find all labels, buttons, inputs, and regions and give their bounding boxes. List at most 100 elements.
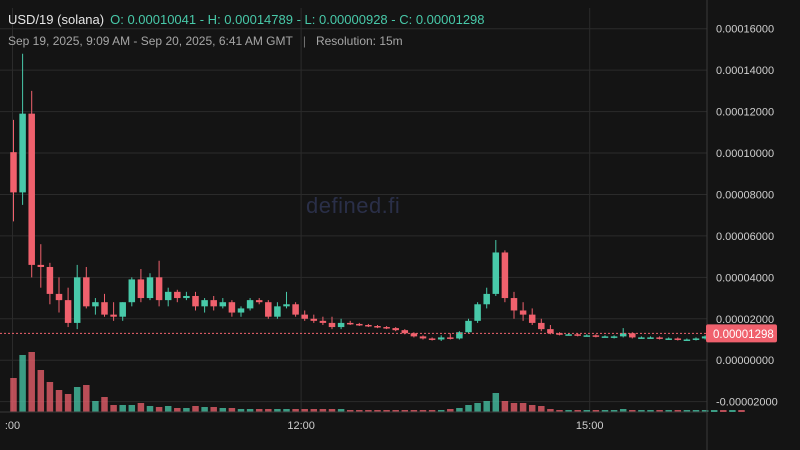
- candle-body: [174, 291, 181, 299]
- candle-body: [583, 335, 591, 337]
- volume-bar: [337, 409, 345, 412]
- volume-bar: [365, 410, 372, 412]
- volume-bar: [647, 410, 654, 412]
- candle-body: [201, 300, 208, 307]
- candle-body: [10, 152, 17, 193]
- candle-body: [164, 291, 172, 301]
- candle-body: [183, 295, 190, 299]
- volume-bar: [374, 410, 381, 412]
- separator: |: [302, 34, 306, 48]
- candle-body: [101, 302, 108, 315]
- candle-body: [547, 329, 554, 334]
- volume-bar: [701, 410, 709, 412]
- candle-body: [73, 277, 81, 323]
- volume-bar: [310, 409, 318, 412]
- candle-body: [383, 327, 390, 329]
- volume-bar: [346, 410, 354, 412]
- volume-bar: [610, 410, 618, 412]
- candle-body: [456, 332, 463, 339]
- volume-bar: [274, 409, 281, 412]
- volume-bar: [319, 409, 327, 412]
- candle-body: [574, 334, 581, 336]
- volume-bar: [183, 408, 190, 412]
- candle-body: [146, 277, 154, 299]
- chart-subheader: Sep 19, 2025, 9:09 AM - Sep 20, 2025, 6:…: [8, 34, 403, 48]
- volume-bar: [447, 409, 454, 412]
- volume-bar: [356, 410, 363, 412]
- volume-bar: [246, 409, 254, 412]
- volume-bar: [228, 408, 236, 412]
- volume-bar: [501, 401, 509, 412]
- candle-body: [465, 320, 472, 333]
- volume-bar: [428, 410, 436, 412]
- candle-body: [638, 337, 645, 339]
- candle-body: [492, 252, 500, 294]
- volume-bar: [692, 410, 700, 412]
- candle-body: [410, 333, 418, 337]
- candle-body: [447, 337, 454, 339]
- volume-bar: [164, 406, 172, 412]
- candle-body: [683, 339, 691, 341]
- volume-bar: [720, 410, 727, 412]
- volume-bar: [738, 410, 745, 412]
- volume-bar: [255, 409, 263, 412]
- y-tick-label: 0.00002000: [716, 314, 774, 326]
- y-tick-label: 0.00016000: [716, 24, 774, 36]
- volume-bar: [556, 410, 563, 412]
- volume-bar: [674, 410, 682, 412]
- y-tick-label: 0.00004000: [716, 272, 774, 284]
- volume-bar: [683, 410, 691, 412]
- volume-bar: [665, 410, 672, 412]
- candle-body: [128, 279, 136, 303]
- candle-body: [565, 334, 572, 336]
- volume-bar: [37, 370, 45, 412]
- candle-body: [365, 324, 372, 327]
- volume-bar: [492, 393, 500, 412]
- candle-body: [619, 333, 627, 337]
- volume-bar: [83, 385, 90, 412]
- candle-body: [328, 322, 336, 328]
- candle-body: [674, 338, 682, 340]
- symbol-label: USD/19 (solana): [8, 12, 105, 27]
- candle-body: [301, 314, 308, 319]
- volume-bar: [28, 352, 35, 412]
- candle-body: [46, 266, 54, 294]
- volume-bar: [237, 409, 245, 412]
- volume-bar: [465, 405, 472, 412]
- volume-bar: [119, 405, 126, 412]
- volume-bar: [629, 410, 636, 412]
- x-tick-label: 12:00: [287, 420, 315, 432]
- y-tick-label: 0.00012000: [716, 107, 774, 119]
- volume-bar: [574, 410, 581, 412]
- candle-body: [356, 323, 363, 326]
- candle-body: [119, 302, 126, 317]
- candle-body: [629, 333, 636, 338]
- candle-body: [692, 338, 700, 340]
- candle-body: [92, 302, 99, 307]
- volume-bar: [64, 394, 72, 412]
- candle-body: [228, 302, 236, 313]
- volume-bar: [474, 403, 481, 412]
- volume-bar: [510, 403, 518, 412]
- volume-bar: [283, 409, 290, 412]
- y-tick-label: 0.00010000: [716, 148, 774, 160]
- volume-bar: [265, 409, 272, 412]
- candle-body: [274, 306, 281, 317]
- candle-body: [519, 310, 527, 315]
- candle-body: [510, 298, 518, 311]
- volume-bar: [619, 409, 627, 412]
- volume-bar: [301, 409, 308, 412]
- candle-body: [265, 302, 272, 317]
- volume-bar: [729, 410, 736, 412]
- candle-body: [428, 338, 436, 340]
- candle-body: [401, 330, 409, 334]
- volume-bar: [192, 406, 199, 412]
- candle-body: [610, 336, 618, 338]
- candle-body: [701, 336, 709, 339]
- volume-bar: [410, 410, 418, 412]
- volume-bar: [592, 410, 600, 412]
- volume-bar: [565, 410, 572, 412]
- candle-body: [419, 336, 427, 339]
- candle-body: [392, 328, 399, 331]
